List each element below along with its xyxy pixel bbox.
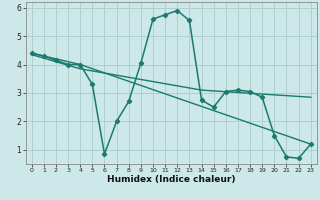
- X-axis label: Humidex (Indice chaleur): Humidex (Indice chaleur): [107, 175, 236, 184]
